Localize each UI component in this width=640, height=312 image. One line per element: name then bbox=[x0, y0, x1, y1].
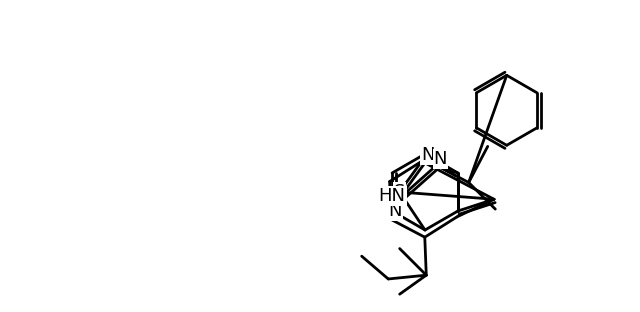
Text: N: N bbox=[421, 146, 435, 164]
Text: HN: HN bbox=[379, 187, 406, 205]
Text: S: S bbox=[394, 183, 405, 201]
Text: N: N bbox=[434, 150, 447, 168]
Text: N: N bbox=[388, 202, 402, 220]
